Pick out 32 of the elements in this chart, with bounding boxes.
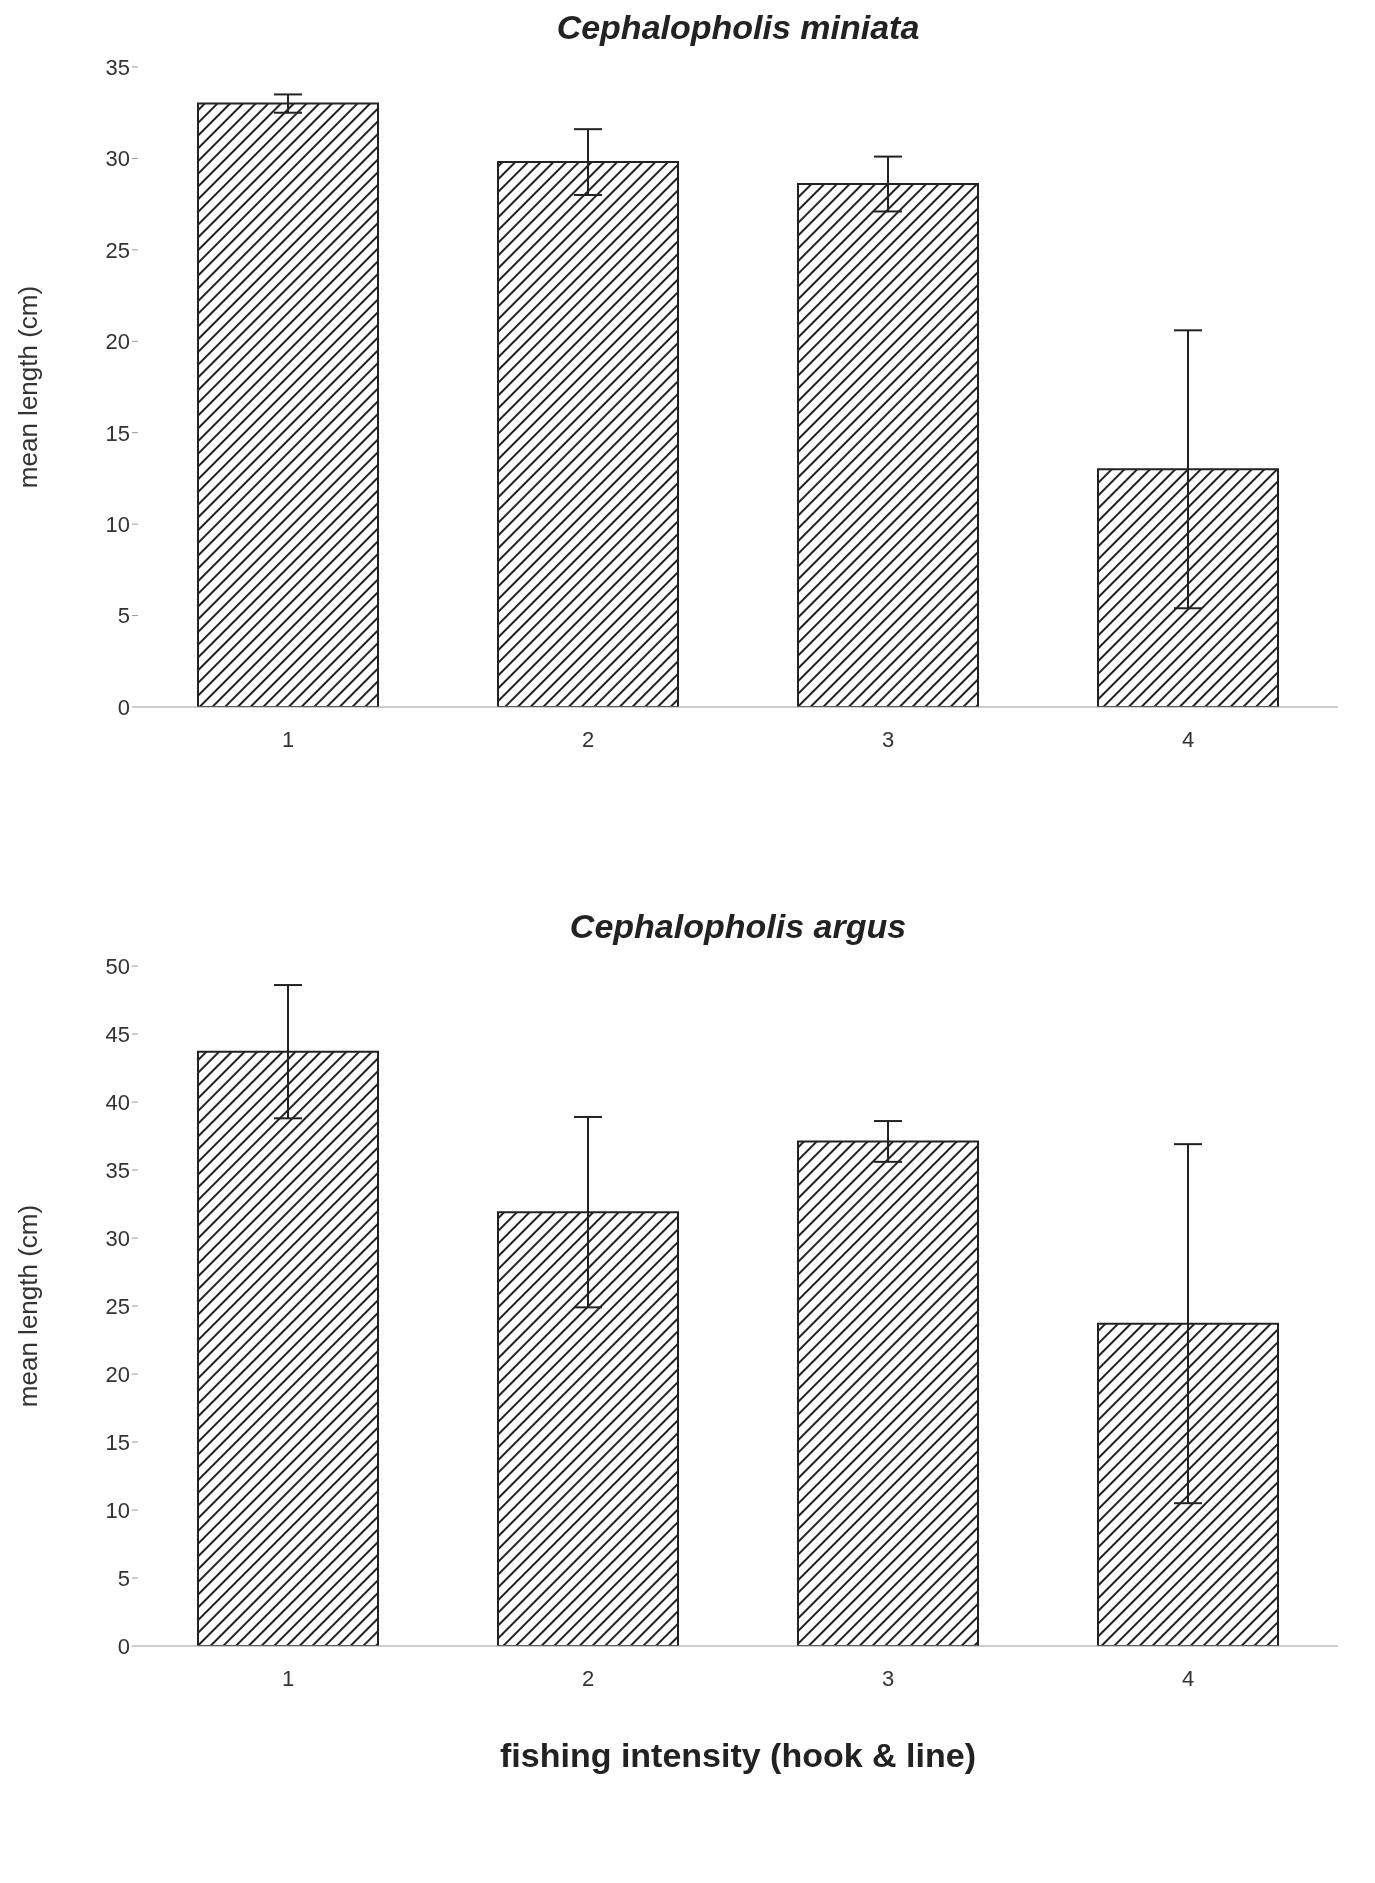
x-tick-label: 3 (881, 726, 895, 752)
y-tick-label: 5 (117, 1565, 130, 1591)
y-tick-label: 50 (105, 953, 130, 979)
chart-title: Cephalopholis miniata (555, 8, 921, 47)
x-tick-label: 2 (581, 1665, 595, 1691)
y-tick-label: 0 (117, 694, 130, 720)
y-tick-label: 30 (105, 1225, 130, 1251)
y-axis-title: mean length (cm) (13, 285, 44, 489)
y-tick-label: 25 (105, 1293, 130, 1319)
y-axis-title: mean length (cm) (13, 1204, 44, 1408)
y-tick-label: 0 (117, 1633, 130, 1659)
x-tick-label: 1 (281, 1665, 295, 1691)
chart-title: Cephalopholis argus (568, 907, 908, 946)
y-tick-label: 10 (105, 511, 130, 537)
y-tick-label: 15 (105, 1429, 130, 1455)
y-tick-label: 35 (105, 54, 130, 80)
y-tick-label: 45 (105, 1021, 130, 1047)
y-tick-label: 15 (105, 420, 130, 446)
x-tick-label: 4 (1181, 1665, 1195, 1691)
y-tick-label: 25 (105, 237, 130, 263)
x-tick-label: 1 (281, 726, 295, 752)
x-axis-title: fishing intensity (hook & line) (499, 1736, 977, 1775)
y-tick-label: 10 (105, 1497, 130, 1523)
x-tick-label: 3 (881, 1665, 895, 1691)
x-tick-label: 2 (581, 726, 595, 752)
y-tick-label: 40 (105, 1089, 130, 1115)
x-tick-label: 4 (1181, 726, 1195, 752)
y-tick-label: 30 (105, 146, 130, 172)
y-tick-label: 35 (105, 1157, 130, 1183)
y-tick-label: 20 (105, 329, 130, 355)
y-tick-label: 20 (105, 1361, 130, 1387)
y-tick-label: 5 (117, 603, 130, 629)
